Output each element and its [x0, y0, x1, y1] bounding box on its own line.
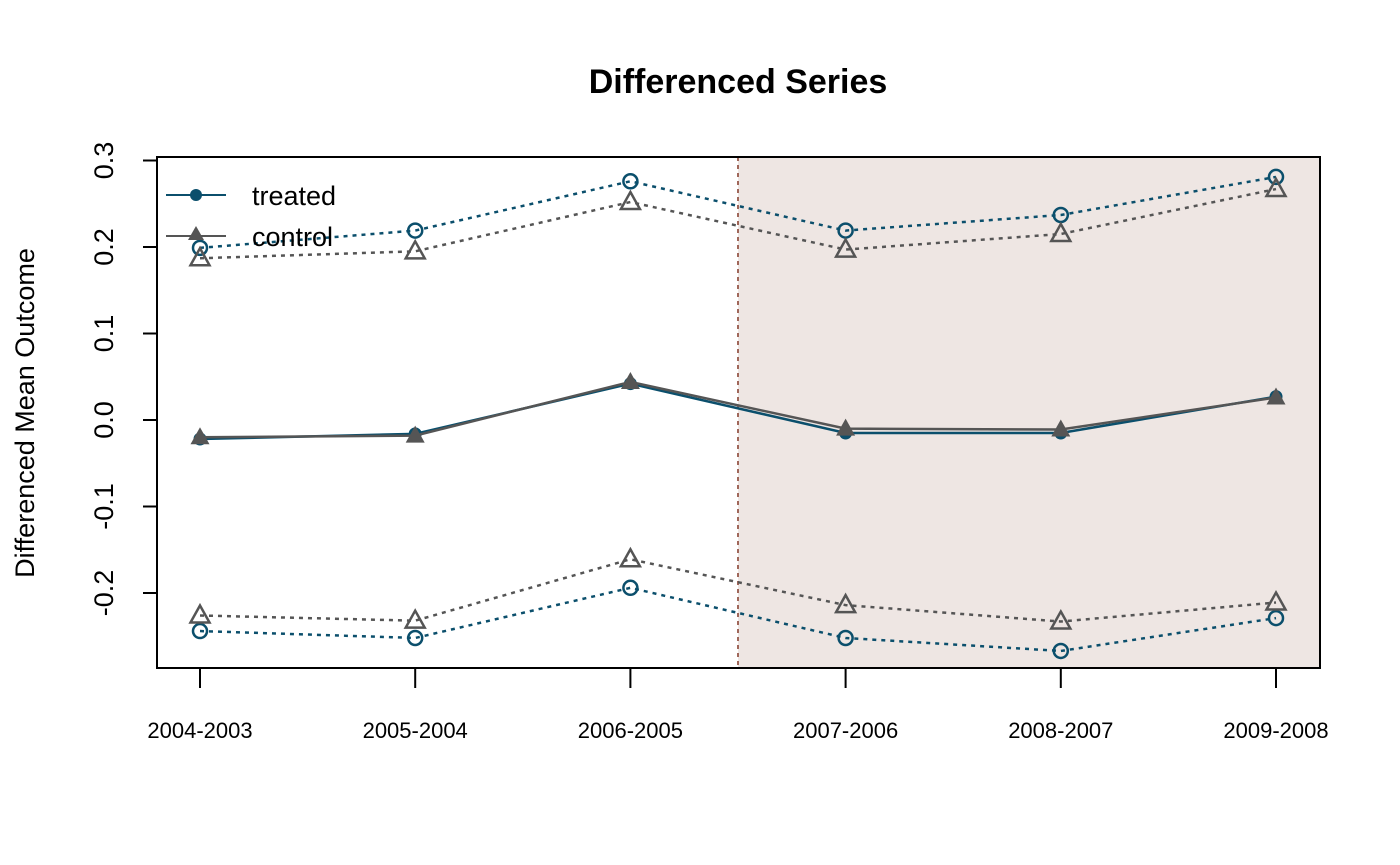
point-treated-lower	[1052, 642, 1070, 660]
series-line-control	[199, 380, 1277, 439]
point-treated-lower	[1267, 609, 1285, 627]
y-axis-label: Differenced Mean Outcome	[10, 248, 40, 578]
point-control	[405, 425, 425, 443]
legend-control-label: control	[252, 222, 333, 252]
y-tick-label: -0.1	[89, 483, 119, 530]
point-control	[1051, 419, 1071, 437]
point-treated-upper	[1267, 168, 1285, 186]
x-tick-label: 2007-2006	[793, 718, 898, 743]
point-treated-lower	[837, 629, 854, 647]
series-line-treated-lower	[199, 586, 1277, 653]
legend-treated-marker	[190, 189, 202, 201]
y-tick-label: 0.3	[89, 142, 119, 180]
x-tick-label: 2008-2007	[1008, 718, 1113, 743]
y-tick-label: 0.1	[89, 315, 119, 353]
y-tick-label: 0.2	[89, 228, 119, 266]
point-treated-lower	[622, 579, 639, 597]
point-control-upper	[1049, 221, 1073, 243]
point-control-upper	[618, 189, 643, 211]
point-control	[190, 427, 210, 445]
point-control-upper	[403, 238, 427, 260]
point-control-upper	[188, 245, 212, 267]
y-tick-label: 0.0	[89, 401, 119, 439]
point-control-lower	[188, 602, 212, 624]
point-control-lower	[833, 592, 858, 614]
x-tick-label: 2005-2004	[363, 718, 468, 743]
x-tick-label: 2004-2003	[147, 718, 252, 743]
point-control	[836, 418, 856, 436]
point-treated-upper	[191, 239, 209, 257]
point-control-upper	[1264, 176, 1288, 198]
point-treated-lower	[191, 622, 209, 640]
series-line-control-lower	[199, 557, 1277, 623]
chart-title: Differenced Series	[589, 63, 888, 101]
series-line-treated-upper	[199, 175, 1277, 250]
point-control	[620, 371, 640, 389]
legend-control-marker	[188, 226, 204, 240]
point-treated-upper	[622, 173, 639, 190]
legend: treated control	[166, 181, 336, 252]
x-axis: 2004-2003 2005-2004 2006-2005 2007-2006 2008…	[147, 668, 1329, 743]
point-control-lower	[403, 608, 427, 629]
plot-frame	[156, 156, 1321, 669]
post-period-shade	[738, 157, 1320, 668]
legend-treated-label: treated	[252, 181, 336, 211]
point-control-lower	[618, 546, 643, 568]
point-control	[1266, 387, 1286, 405]
y-tick-label: -0.2	[89, 570, 119, 617]
point-treated-lower	[406, 629, 424, 647]
point-treated-upper	[406, 222, 424, 239]
point-control-lower	[1049, 608, 1073, 630]
series-layer	[188, 168, 1288, 660]
x-tick-label: 2009-2008	[1223, 718, 1328, 743]
x-tick-label: 2006-2005	[578, 718, 683, 743]
point-control-upper	[833, 237, 858, 258]
y-axis: -0.2 -0.1 0.0 0.1 0.2 0.3	[89, 142, 157, 617]
point-control-lower	[1264, 589, 1288, 611]
